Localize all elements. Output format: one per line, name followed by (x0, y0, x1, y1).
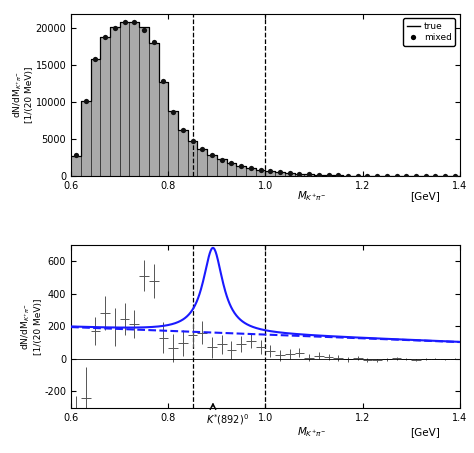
mixed (258, 167, 264, 173)
mixed (141, 27, 147, 33)
Bar (334, 175, 343, 177)
mixed (365, 173, 370, 178)
mixed (277, 169, 283, 175)
Bar (197, 149, 207, 177)
mixed (131, 20, 137, 25)
Bar (110, 27, 119, 177)
mixed (433, 173, 438, 179)
mixed (102, 34, 108, 39)
Bar (285, 173, 295, 177)
mixed (287, 170, 292, 176)
true (243, 165, 249, 171)
Legend: true, mixed: true, mixed (403, 18, 455, 46)
Bar (81, 101, 91, 177)
Bar (188, 141, 198, 177)
mixed (306, 172, 312, 177)
mixed (209, 152, 215, 158)
mixed (83, 99, 89, 104)
Text: $M_{K^{+}\pi^{-}}$: $M_{K^{+}\pi^{-}}$ (298, 189, 327, 203)
Text: $K^{*}(892)^{0}$: $K^{*}(892)^{0}$ (206, 413, 249, 427)
Bar (207, 155, 217, 177)
Bar (217, 159, 227, 177)
Bar (246, 168, 256, 177)
Bar (100, 37, 110, 177)
mixed (161, 78, 166, 84)
Bar (139, 27, 149, 177)
Bar (324, 175, 334, 177)
Bar (227, 163, 237, 177)
Bar (363, 176, 373, 177)
Bar (353, 176, 363, 177)
true (447, 173, 453, 179)
true (68, 153, 74, 159)
mixed (336, 173, 341, 178)
mixed (384, 173, 390, 179)
Bar (314, 175, 324, 177)
Text: [GeV]: [GeV] (410, 191, 440, 201)
Bar (168, 111, 178, 177)
mixed (403, 173, 409, 179)
mixed (394, 173, 400, 179)
mixed (452, 173, 458, 179)
true (311, 172, 317, 177)
mixed (267, 168, 273, 173)
Text: pairs: pairs (428, 37, 450, 46)
mixed (374, 173, 380, 179)
Line: mixed: mixed (73, 20, 457, 179)
mixed (190, 138, 195, 144)
Bar (275, 172, 285, 177)
Bar (129, 23, 139, 177)
true (340, 173, 346, 178)
Bar (149, 43, 158, 177)
Bar (178, 130, 188, 177)
Bar (256, 169, 265, 177)
mixed (228, 160, 234, 165)
mixed (112, 26, 118, 31)
true (301, 172, 307, 177)
mixed (219, 157, 225, 163)
true (457, 173, 463, 179)
mixed (413, 173, 419, 179)
Bar (71, 156, 81, 177)
mixed (151, 39, 156, 44)
Bar (295, 174, 304, 177)
Text: $M_{K^{+}\pi^{-}}$: $M_{K^{+}\pi^{-}}$ (298, 425, 327, 439)
Line: true: true (71, 23, 460, 176)
mixed (200, 146, 205, 152)
mixed (316, 172, 322, 178)
mixed (442, 173, 448, 179)
Y-axis label: dN/dM$_{K^{+}\pi^{-}}$
[1/(20 MeV)]: dN/dM$_{K^{+}\pi^{-}}$ [1/(20 MeV)] (20, 298, 43, 355)
mixed (326, 173, 331, 178)
Y-axis label: dN/dM$_{K^{+}\pi^{-}}$
[1/(20 MeV)]: dN/dM$_{K^{+}\pi^{-}}$ [1/(20 MeV)] (11, 67, 34, 123)
Bar (237, 166, 246, 177)
mixed (92, 57, 98, 62)
mixed (423, 173, 428, 179)
Bar (119, 23, 129, 177)
Text: [GeV]: [GeV] (410, 427, 440, 438)
mixed (248, 165, 254, 171)
Bar (91, 59, 100, 177)
mixed (180, 127, 186, 133)
Bar (265, 171, 275, 177)
mixed (355, 173, 361, 178)
Bar (343, 176, 353, 177)
Bar (304, 174, 314, 177)
true (418, 173, 424, 179)
mixed (170, 109, 176, 115)
true (117, 20, 122, 25)
mixed (345, 173, 351, 178)
mixed (73, 153, 79, 158)
Bar (158, 82, 168, 177)
mixed (297, 171, 302, 176)
mixed (238, 163, 244, 169)
mixed (122, 20, 128, 25)
true (321, 173, 327, 178)
